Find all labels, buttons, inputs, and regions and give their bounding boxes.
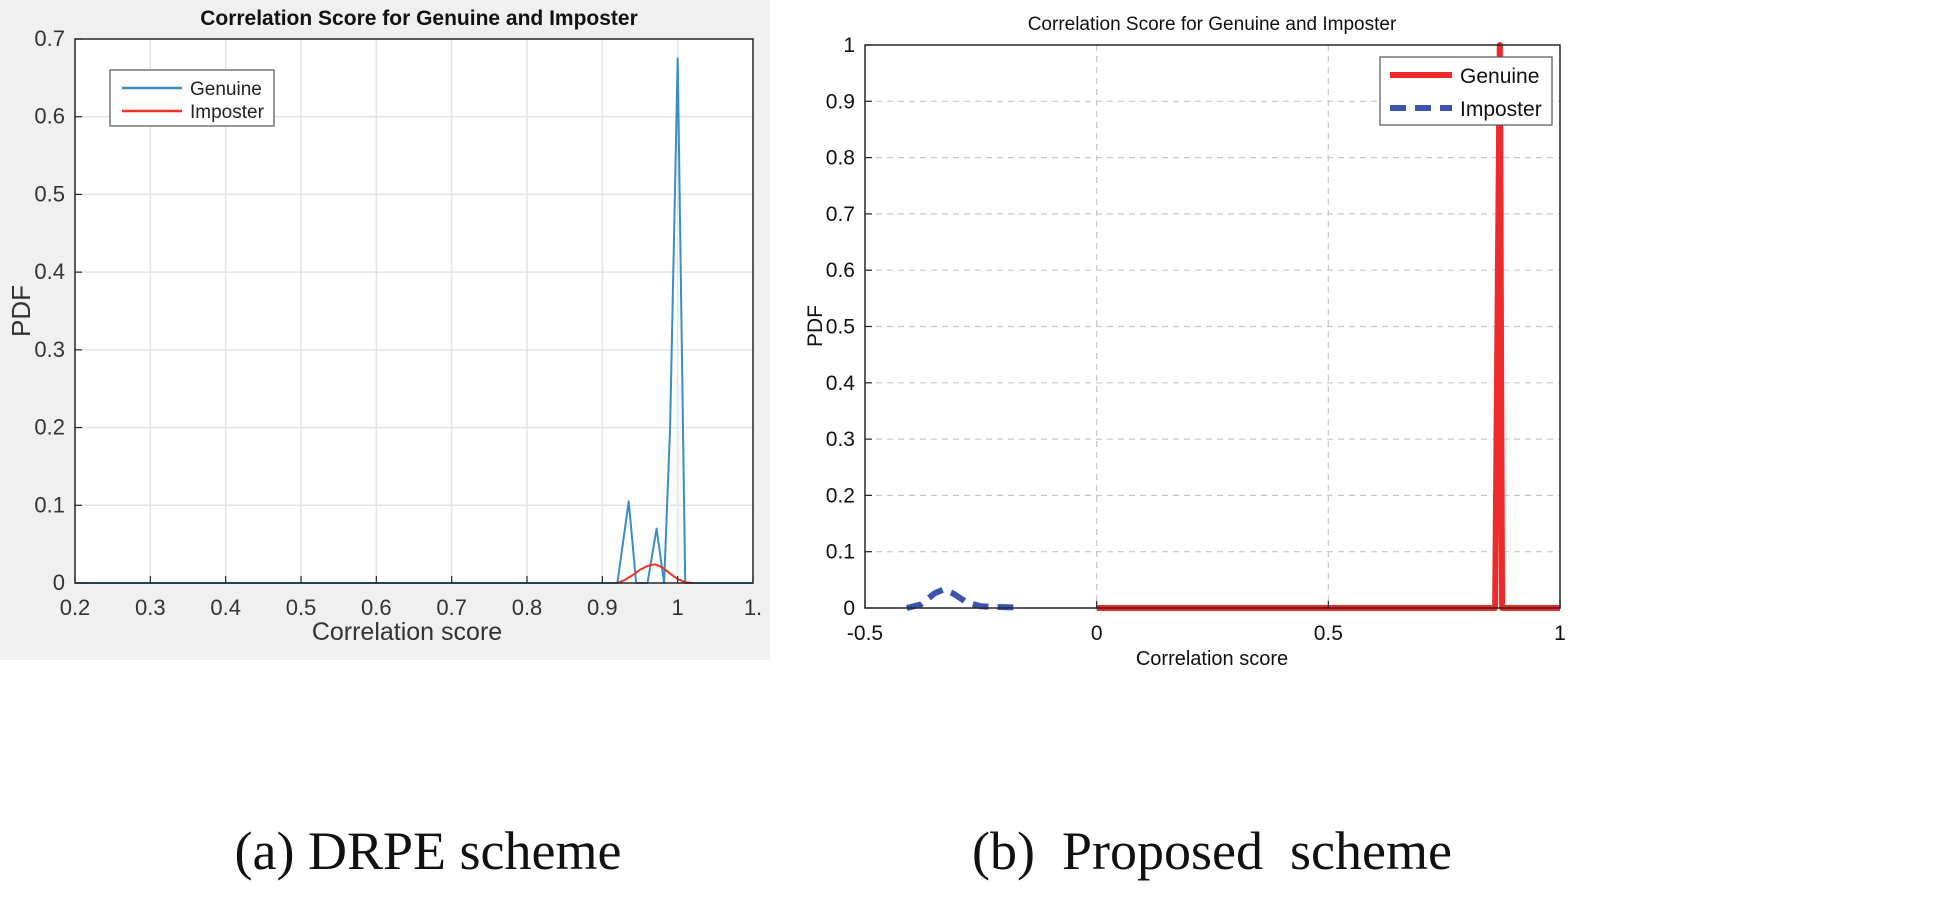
y-tick-label: 0.1: [34, 492, 65, 517]
x-tick-label: 0.5: [286, 595, 317, 620]
series-genuine-line: [75, 57, 753, 584]
y-tick-label: 0.4: [826, 372, 856, 395]
y-tick-label: 0.3: [34, 337, 65, 362]
chart-panel-drpe: 0.2 0.3 0.4 0.5 0.6 0.7 0.8 0.9 1 1. 0 0.1 0.2 0.3 0.4…: [0, 0, 770, 660]
x-tick-label: 0.4: [210, 595, 241, 620]
y-tick-label: 0: [843, 597, 855, 620]
x-tick-label: 0.9: [587, 595, 618, 620]
chart-panel-proposed: -0.5 0 0.5 100.10.20.30.40.50.60.70.80.91 C…: [804, 14, 1566, 670]
y-tick-label: 0.2: [826, 484, 855, 507]
y-tick-label: 0.6: [826, 259, 855, 282]
y-axis-label: PDF: [804, 305, 827, 347]
y-tick-label: 0.7: [826, 203, 855, 226]
x-tick-label: 0.5: [1314, 622, 1343, 645]
legend-imposter-label: Imposter: [1460, 98, 1542, 121]
series-imposter-line: [617, 563, 693, 584]
y-tick-label: 0.2: [34, 415, 65, 440]
x-tick-label: 1.: [744, 595, 762, 620]
x-tick-label: 1: [1554, 622, 1566, 645]
caption-drpe: (a) DRPE scheme: [234, 821, 622, 881]
y-tick-label: 0.9: [826, 90, 855, 113]
x-axis-label: Correlation score: [1136, 648, 1288, 670]
legend: Genuine Imposter: [109, 69, 275, 127]
series-imposter-line: [905, 586, 1014, 611]
legend-imposter-label: Imposter: [190, 102, 265, 123]
caption-proposed: (b) Proposed scheme: [972, 821, 1452, 881]
x-tick-label: 0.7: [436, 595, 467, 620]
x-tick-label: 0.3: [135, 595, 166, 620]
y-tick-label: 0.8: [826, 147, 855, 170]
x-tick-label: 0.6: [361, 595, 392, 620]
y-tick-label: 0.4: [34, 259, 65, 284]
x-tick-label: 0: [1091, 622, 1103, 645]
y-tick-label: 0.1: [826, 541, 855, 564]
y-tick-label: 0.5: [34, 181, 65, 206]
axes-box: [74, 38, 754, 584]
chart-title: Correlation Score for Genuine and Impost…: [1028, 14, 1397, 35]
x-tick-label: 0.2: [60, 595, 91, 620]
x-tick-label: 1: [672, 595, 684, 620]
plot-area: [75, 39, 753, 583]
y-tick-label: 0: [53, 570, 65, 595]
y-tick-label: 1: [843, 34, 855, 57]
y-tick-label: 0.3: [826, 428, 855, 451]
x-axis-label: Correlation score: [312, 618, 502, 646]
legend: Genuine Imposter: [1379, 56, 1553, 126]
y-tick-label: 0.5: [826, 316, 855, 339]
x-tick-label: 0.8: [512, 595, 543, 620]
y-axis-label: PDF: [6, 285, 36, 337]
legend-genuine-label: Genuine: [1460, 65, 1539, 88]
chart-title: Correlation Score for Genuine and Impost…: [200, 7, 638, 30]
y-tick-label: 0.7: [34, 26, 65, 51]
y-tick-label: 0.6: [34, 104, 65, 129]
x-tick-label: -0.5: [847, 622, 883, 645]
legend-genuine-label: Genuine: [190, 79, 262, 100]
